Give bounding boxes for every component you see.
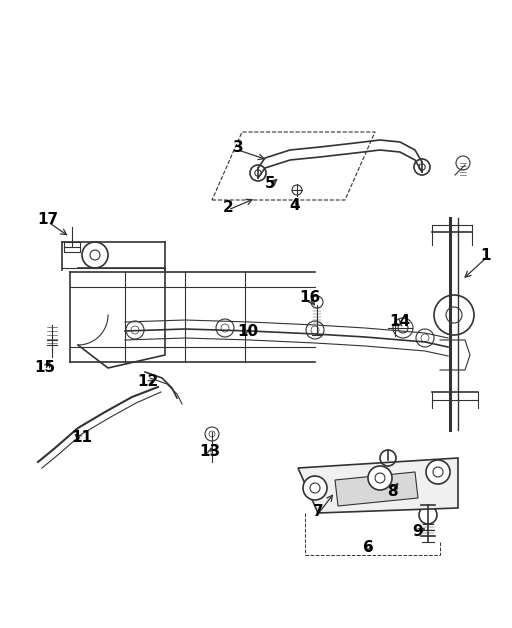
Text: 3: 3: [232, 141, 243, 156]
Text: 6: 6: [362, 541, 373, 556]
Polygon shape: [335, 472, 418, 506]
Text: 17: 17: [37, 212, 58, 227]
Text: 1: 1: [481, 247, 491, 263]
Text: 14: 14: [390, 315, 411, 330]
Text: 12: 12: [137, 374, 159, 389]
Circle shape: [303, 476, 327, 500]
Text: 4: 4: [290, 197, 301, 212]
Text: 5: 5: [265, 175, 275, 190]
Text: 16: 16: [300, 290, 321, 305]
Polygon shape: [298, 458, 458, 513]
Text: 13: 13: [200, 445, 221, 460]
Text: 11: 11: [72, 431, 93, 445]
Circle shape: [426, 460, 450, 484]
Text: 10: 10: [238, 325, 259, 340]
Text: 7: 7: [313, 504, 323, 519]
Text: 15: 15: [34, 360, 56, 376]
Text: 2: 2: [223, 200, 233, 215]
Text: 8: 8: [387, 484, 397, 499]
Text: 9: 9: [413, 524, 423, 539]
Circle shape: [368, 466, 392, 490]
